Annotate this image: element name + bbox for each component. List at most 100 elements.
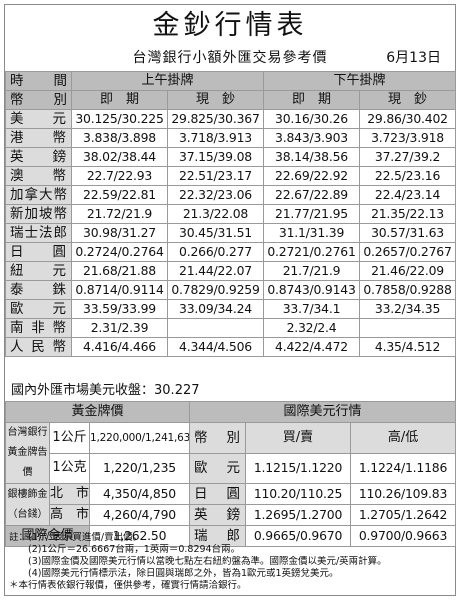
am-spot-value: 21.72/21.9 <box>71 204 168 224</box>
pm-cash-value: 4.35/4.512 <box>359 337 457 357</box>
pm-cash-value <box>359 318 457 338</box>
subtitle-bar: 台灣銀行小額外匯交易參考價 6月13日 <box>5 47 455 69</box>
pm-spot-value: 0.8743/0.9143 <box>263 280 361 300</box>
pm-cash-value: 3.723/3.918 <box>359 128 457 148</box>
am-spot-value: 33.59/33.99 <box>71 299 168 319</box>
usd-close-label: 國內外匯市場美元收盤： <box>11 383 155 398</box>
city-kaohsiung: 高 市 <box>49 504 90 526</box>
shop-gold-label: 銀樓飾金（台錢） <box>5 483 50 526</box>
rate-row: 加拿大幣 22.59/22.81 22.32/23.06 22.67/22.89 22.… <box>5 185 457 205</box>
gold-row-intl: 國際金價 1,262.50 瑞郎 0.9665/0.9670 0.9700/0.… <box>5 525 457 547</box>
pm-cash-value: 0.7858/0.9288 <box>359 280 457 300</box>
pm-spot-value: 22.67/22.89 <box>263 185 361 205</box>
currency-name: 歐元 <box>5 299 72 319</box>
usd-close-value: 30.227 <box>154 383 200 398</box>
pm-cash-value: 29.86/30.402 <box>359 109 457 129</box>
am-cash-value: 4.344/4.506 <box>166 337 265 357</box>
am-cash-value: 22.32/23.06 <box>166 185 265 205</box>
am-header: 上午掛牌 <box>70 71 265 91</box>
usd-row-name: 日圓 <box>189 483 246 505</box>
subtitle: 台灣銀行小額外匯交易參考價 <box>132 50 328 66</box>
am-spot-value: 22.59/22.81 <box>71 185 168 205</box>
rate-row: 瑞士法郎 30.98/31.27 30.45/31.51 31.1/31.39 30.5… <box>5 223 457 243</box>
rate-row: 泰銖 0.8714/0.9114 0.7829/0.9259 0.8743/0.914… <box>5 280 457 300</box>
am-cash-value: 21.44/22.07 <box>166 261 265 281</box>
usd-row-buysell: 1.1215/1.1220 <box>245 452 351 484</box>
pm-spot-value: 0.2721/0.2761 <box>263 242 361 262</box>
pm-spot-value: 4.422/4.472 <box>263 337 361 357</box>
gold-row-taipei: 銀樓飾金（台錢） 北 市 4,350/4,850 日圓 110.20/110.2… <box>5 483 457 526</box>
rate-row: 新加坡幣 21.72/21.9 21.3/22.08 21.77/21.95 21.35… <box>5 204 457 224</box>
footnote: (4)國際美元行情標示法，除日圓與瑞郎之外，皆為1歐元或1英鎊兌美元。 <box>9 568 339 579</box>
currency-name: 港幣 <box>5 128 72 148</box>
usd-row-hilo: 0.9700/0.9663 <box>349 525 457 547</box>
pm-cash-value: 22.5/23.16 <box>359 166 457 186</box>
pm-cash-value: 21.46/22.09 <box>359 261 457 281</box>
pm-spot-value: 31.1/31.39 <box>263 223 361 243</box>
am-cash-value: 0.7829/0.9259 <box>166 280 265 300</box>
rate-row: 澳幣 22.7/22.93 22.51/23.17 22.69/22.92 22.5/2… <box>5 166 457 186</box>
pm-cash-value: 33.2/34.35 <box>359 299 457 319</box>
am-cash-value: 37.15/39.08 <box>166 147 265 167</box>
rate-row: 英鎊 38.02/38.44 37.15/39.08 38.14/38.56 37.27… <box>5 147 457 167</box>
am-spot-value: 21.68/21.88 <box>71 261 168 281</box>
rate-row: 人民幣 4.416/4.466 4.344/4.506 4.422/4.472 4.35… <box>5 337 457 357</box>
rate-row: 港幣 3.838/3.898 3.718/3.913 3.843/3.903 3.723… <box>5 128 457 148</box>
gold-row-kaohsiung: 高 市 4,260/4,790 英鎊 1.2695/1.2700 1.2705/… <box>6 504 457 526</box>
currency-name: 美元 <box>5 109 72 129</box>
time-label: 時 間 <box>5 71 72 91</box>
usd-buysell-header: 買/賣 <box>245 422 351 454</box>
intl-gold-value: 1,262.50 <box>89 525 190 547</box>
footnote: 註：(1)"/"表示買進價/賣出價。 <box>9 532 143 543</box>
am-cash-value: 3.718/3.913 <box>166 128 265 148</box>
currency-label: 幣 別 <box>5 90 72 110</box>
unit-g: 1公克 <box>49 452 90 484</box>
pm-spot-value: 3.843/3.903 <box>263 128 361 148</box>
am-spot-value: 4.416/4.466 <box>71 337 168 357</box>
am-cash-value <box>166 318 265 338</box>
quote-sheet: 金鈔行情表 台灣銀行小額外匯交易參考價 6月13日 時 間 上午掛牌 下午掛牌 … <box>4 4 457 596</box>
usd-row-hilo: 110.26/109.83 <box>349 483 457 505</box>
usd-hilo-header: 高/低 <box>349 422 457 454</box>
currency-name: 加拿大幣 <box>5 185 72 205</box>
usd-row-hilo: 1.1224/1.1186 <box>349 452 457 484</box>
currency-name: 南非幣 <box>5 318 72 338</box>
am-spot-value: 38.02/38.44 <box>71 147 168 167</box>
footnotes: 註：(1)"/"表示買進價/賣出價。 (2)1公斤＝26.6667台兩，1英兩＝… <box>9 532 455 592</box>
pm-cash-value: 22.4/23.14 <box>359 185 457 205</box>
pm-spot-value: 30.16/30.26 <box>263 109 361 129</box>
pm-cash-value: 37.27/39.2 <box>359 147 457 167</box>
intl-gold-label: 國際金價 <box>5 525 90 547</box>
footnote: ＊本行情表依銀行報價，僅供參考，確實行情請洽銀行。 <box>9 580 247 591</box>
pm-spot-value: 2.32/2.4 <box>263 318 361 338</box>
gold-g-value: 1,220/1,235 <box>89 452 190 484</box>
am-spot-value: 30.125/30.225 <box>71 109 168 129</box>
pm-spot-value: 22.69/22.92 <box>263 166 361 186</box>
usd-row-buysell: 110.20/110.25 <box>245 483 351 505</box>
am-cash-value: 21.3/22.08 <box>166 204 265 224</box>
rate-row: 紐元 21.68/21.88 21.44/22.07 21.7/21.9 21.46/2… <box>5 261 457 281</box>
usd-close-summary: 國內外匯市場美元收盤：30.227 <box>5 381 455 401</box>
currency-name: 日圓 <box>5 242 72 262</box>
usd-header: 國際美元行情 <box>188 401 457 423</box>
pm-cash-value: 30.57/31.63 <box>359 223 457 243</box>
exchange-rate-table: 時 間 上午掛牌 下午掛牌 幣 別 即 期 現 鈔 即 期 現 鈔 美元 30.1… <box>5 71 457 357</box>
usd-row-buysell: 1.2695/1.2700 <box>245 504 351 526</box>
pm-cash-value: 0.2657/0.2767 <box>359 242 457 262</box>
am-spot-header: 即 期 <box>71 90 168 110</box>
pm-spot-value: 21.7/21.9 <box>263 261 361 281</box>
pm-spot-value: 21.77/21.95 <box>263 204 361 224</box>
am-cash-value: 30.45/31.51 <box>166 223 265 243</box>
section-header-row: 黃金牌價 國際美元行情 <box>5 401 457 423</box>
usd-row-buysell: 0.9665/0.9670 <box>245 525 351 547</box>
am-spot-value: 0.2724/0.2764 <box>71 242 168 262</box>
usd-row-name: 瑞郎 <box>189 525 246 547</box>
header-row-currency: 幣 別 即 期 現 鈔 即 期 現 鈔 <box>5 90 457 110</box>
usd-row-name: 歐元 <box>189 452 246 484</box>
am-cash-value: 33.09/34.24 <box>166 299 265 319</box>
currency-name: 人民幣 <box>5 337 72 357</box>
gold-row-g: 1公克 1,220/1,235 歐元 1.1215/1.1220 1.1224/… <box>6 452 457 484</box>
pm-cash-value: 21.35/22.13 <box>359 204 457 224</box>
currency-name: 瑞士法郎 <box>5 223 72 243</box>
gold-header: 黃金牌價 <box>5 401 190 423</box>
